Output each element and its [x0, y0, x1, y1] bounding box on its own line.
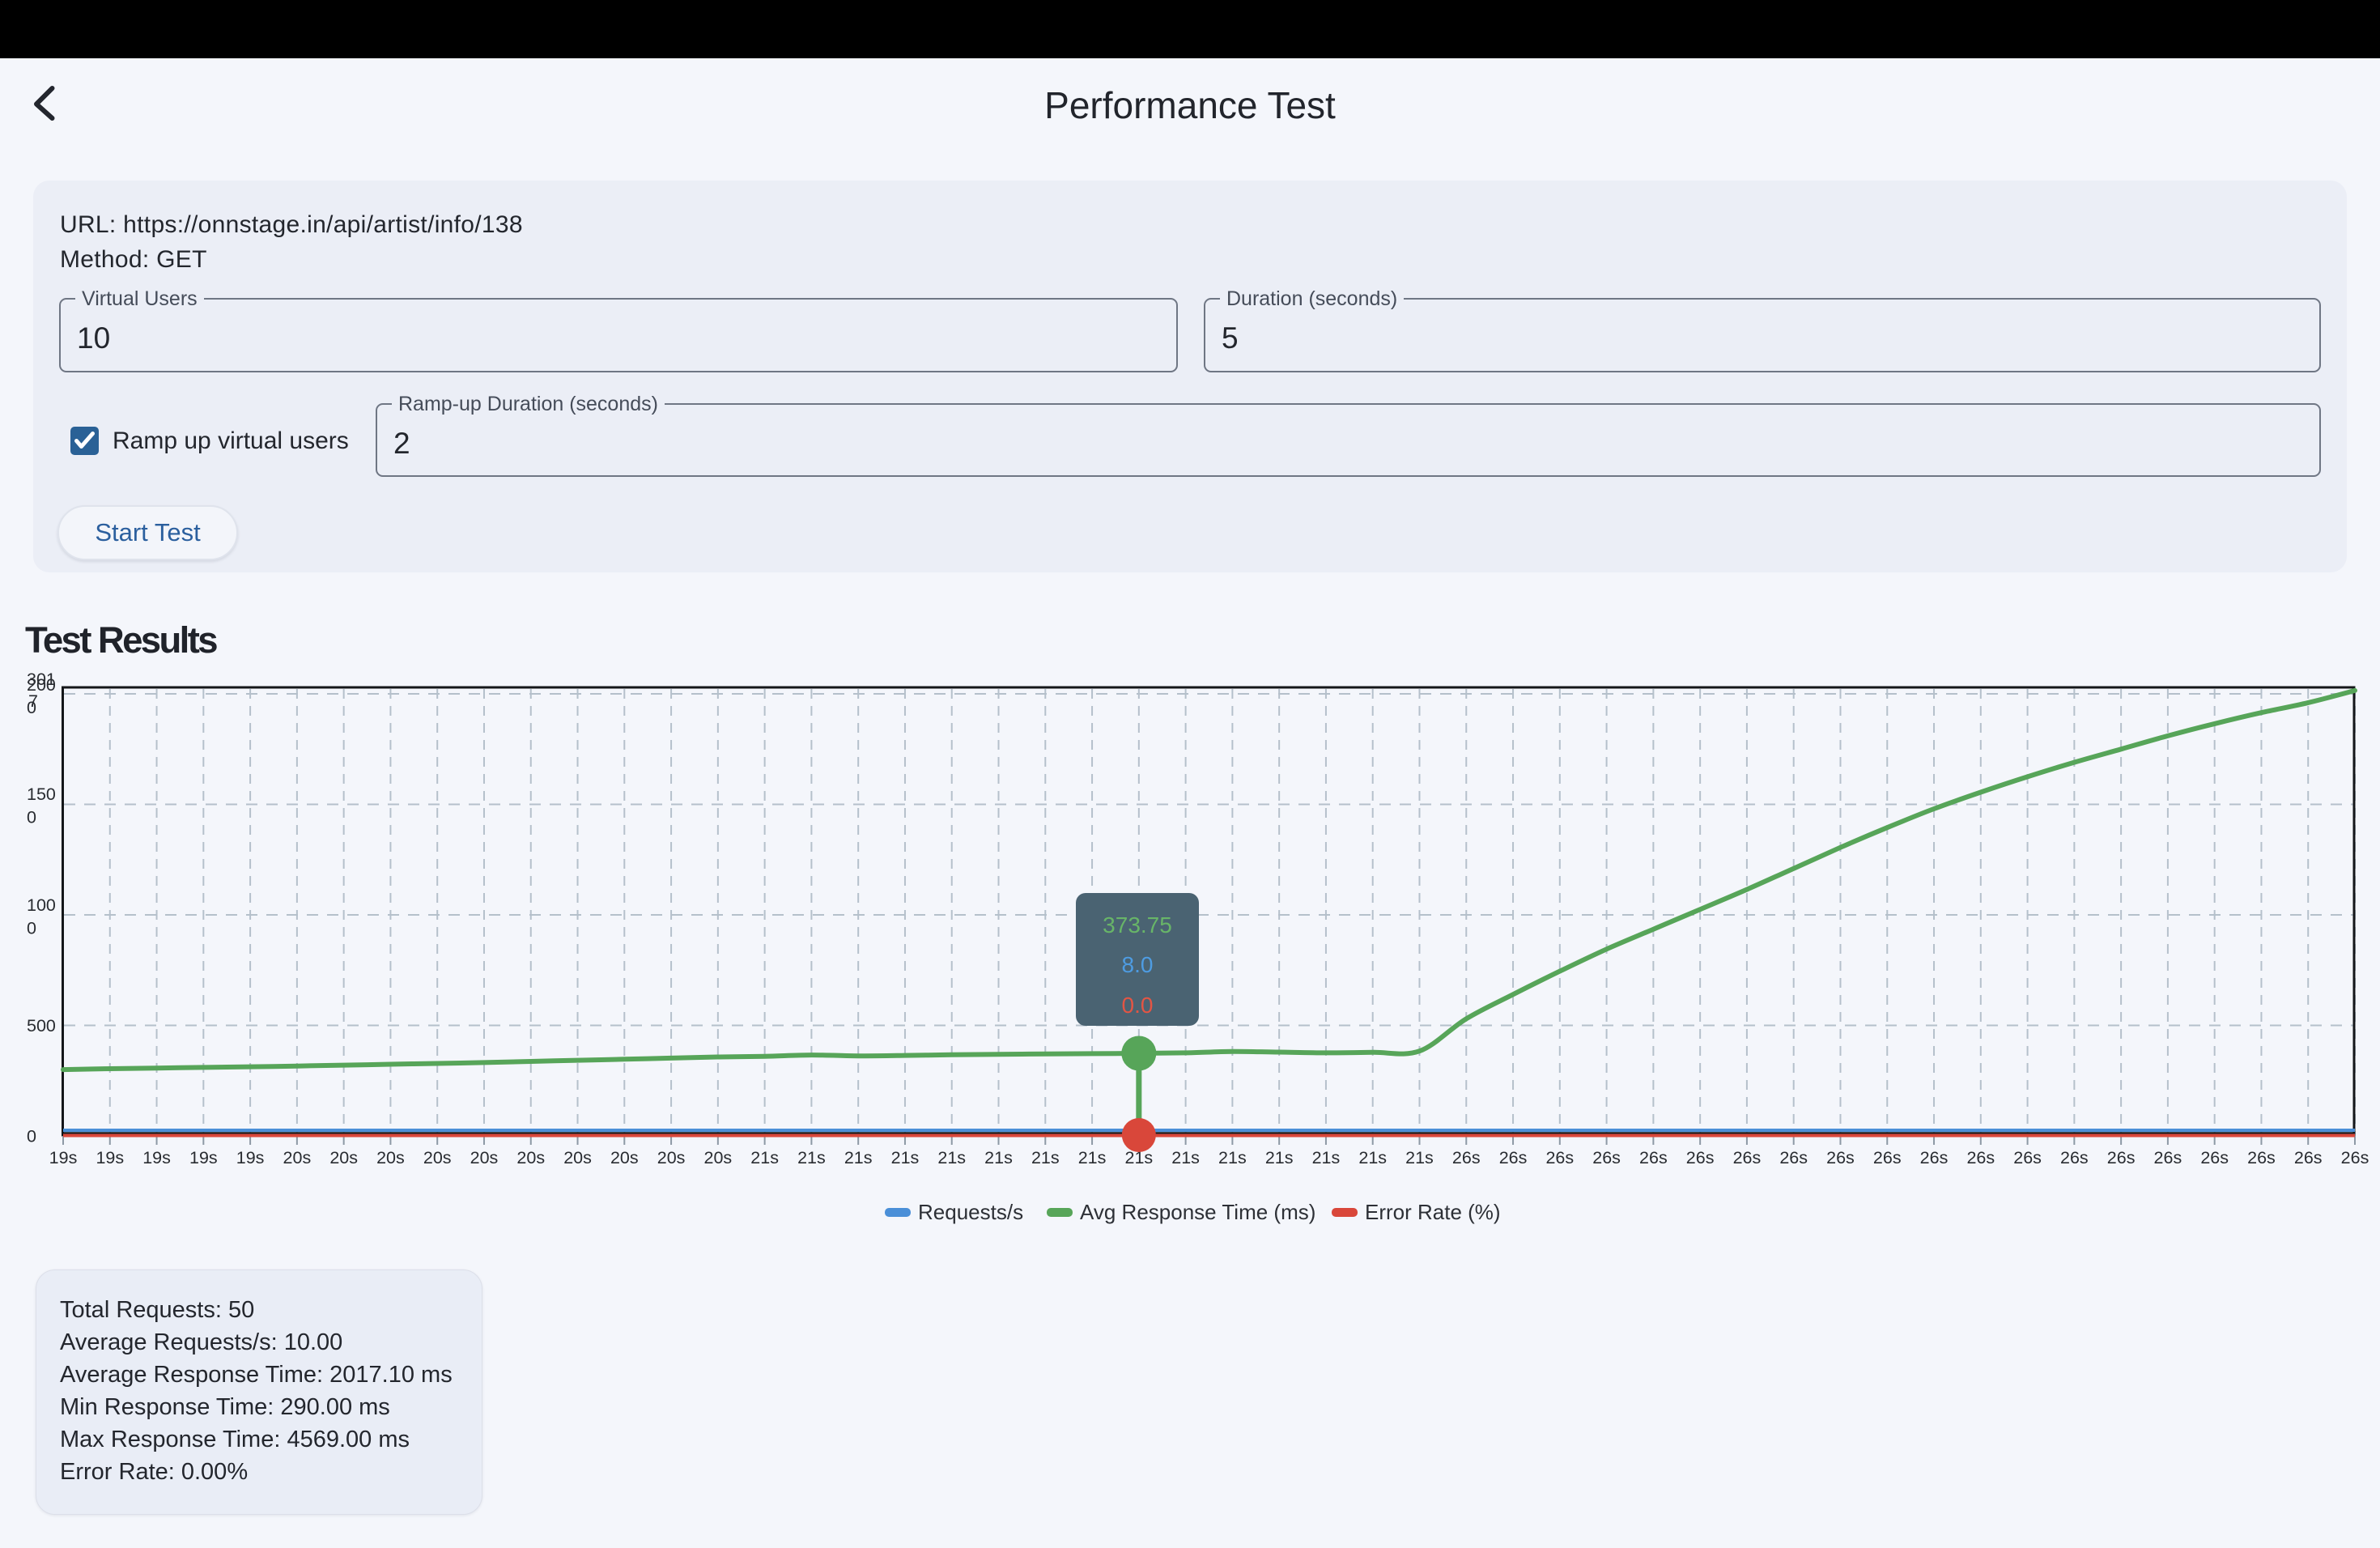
svg-text:21s: 21s: [1405, 1148, 1434, 1167]
svg-text:20s: 20s: [423, 1148, 452, 1167]
svg-text:20s: 20s: [563, 1148, 592, 1167]
svg-text:200: 200: [27, 675, 56, 695]
svg-text:20s: 20s: [610, 1148, 639, 1167]
svg-text:21s: 21s: [984, 1148, 1013, 1167]
svg-text:8.0: 8.0: [1122, 952, 1154, 977]
svg-text:21s: 21s: [1078, 1148, 1107, 1167]
svg-text:0: 0: [27, 919, 36, 938]
svg-text:Requests/s: Requests/s: [918, 1200, 1023, 1224]
svg-text:26s: 26s: [2294, 1148, 2323, 1167]
svg-text:26s: 26s: [1499, 1148, 1528, 1167]
svg-text:26s: 26s: [1592, 1148, 1621, 1167]
svg-text:21s: 21s: [844, 1148, 873, 1167]
svg-text:26s: 26s: [1779, 1148, 1808, 1167]
svg-text:19s: 19s: [236, 1148, 265, 1167]
svg-text:19s: 19s: [49, 1148, 78, 1167]
svg-text:26s: 26s: [1966, 1148, 1995, 1167]
svg-text:26s: 26s: [2060, 1148, 2089, 1167]
svg-text:26s: 26s: [1733, 1148, 1762, 1167]
svg-text:500: 500: [27, 1016, 56, 1036]
svg-text:150: 150: [27, 785, 56, 804]
svg-text:21s: 21s: [937, 1148, 966, 1167]
svg-text:20s: 20s: [376, 1148, 405, 1167]
svg-text:Error Rate (%): Error Rate (%): [1365, 1200, 1501, 1224]
svg-text:19s: 19s: [189, 1148, 218, 1167]
svg-text:26s: 26s: [2013, 1148, 2042, 1167]
svg-text:26s: 26s: [2341, 1148, 2369, 1167]
svg-text:21s: 21s: [797, 1148, 826, 1167]
svg-text:26s: 26s: [2247, 1148, 2276, 1167]
svg-text:19s: 19s: [142, 1148, 171, 1167]
svg-text:0.0: 0.0: [1122, 993, 1154, 1018]
svg-text:21s: 21s: [1265, 1148, 1294, 1167]
svg-text:100: 100: [27, 895, 56, 915]
svg-text:21s: 21s: [1171, 1148, 1200, 1167]
svg-text:Avg Response Time (ms): Avg Response Time (ms): [1080, 1200, 1315, 1224]
svg-text:26s: 26s: [1452, 1148, 1481, 1167]
svg-text:7: 7: [28, 691, 38, 711]
svg-text:26s: 26s: [2107, 1148, 2136, 1167]
svg-text:20s: 20s: [704, 1148, 733, 1167]
svg-text:301: 301: [27, 670, 56, 689]
svg-text:20s: 20s: [516, 1148, 545, 1167]
svg-text:26s: 26s: [2154, 1148, 2182, 1167]
svg-text:21s: 21s: [891, 1148, 920, 1167]
svg-text:20s: 20s: [283, 1148, 312, 1167]
svg-text:21s: 21s: [1358, 1148, 1387, 1167]
svg-text:20s: 20s: [329, 1148, 358, 1167]
svg-text:20s: 20s: [470, 1148, 499, 1167]
svg-text:21s: 21s: [1218, 1148, 1247, 1167]
svg-text:26s: 26s: [1686, 1148, 1715, 1167]
svg-text:20s: 20s: [657, 1148, 686, 1167]
svg-text:0: 0: [27, 698, 36, 717]
svg-text:26s: 26s: [1920, 1148, 1949, 1167]
svg-text:373.75: 373.75: [1103, 912, 1172, 938]
svg-text:21s: 21s: [750, 1148, 779, 1167]
svg-text:26s: 26s: [1873, 1148, 1902, 1167]
svg-text:0: 0: [27, 1127, 36, 1146]
svg-text:26s: 26s: [2200, 1148, 2229, 1167]
svg-text:19s: 19s: [96, 1148, 124, 1167]
svg-text:26s: 26s: [1826, 1148, 1855, 1167]
svg-text:21s: 21s: [1031, 1148, 1060, 1167]
svg-text:26s: 26s: [1639, 1148, 1668, 1167]
svg-text:26s: 26s: [1545, 1148, 1574, 1167]
svg-text:21s: 21s: [1312, 1148, 1341, 1167]
svg-text:0: 0: [27, 808, 36, 827]
